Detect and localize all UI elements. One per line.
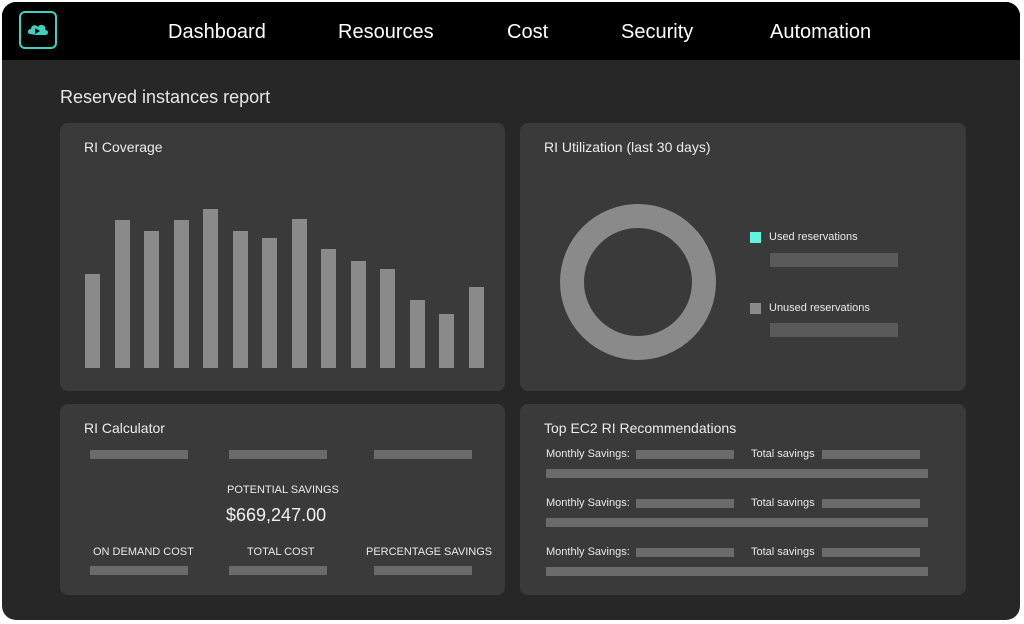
recommendations-title: Top EC2 RI Recommendations	[544, 420, 737, 436]
coverage-bar	[233, 231, 248, 368]
on-demand-cost-label: ON DEMAND COST	[93, 546, 194, 558]
ri-coverage-title: RI Coverage	[84, 139, 163, 155]
coverage-bar	[469, 287, 484, 368]
recommendation-detail-placeholder	[546, 567, 928, 576]
nav-security[interactable]: Security	[621, 21, 694, 43]
total-savings-placeholder	[822, 450, 920, 459]
potential-savings-value: $669,247.00	[226, 505, 327, 525]
legend-used-label: Used reservations	[769, 231, 858, 243]
percentage-savings-label: PERCENTAGE SAVINGS	[366, 546, 493, 558]
recommendation-detail-placeholder	[546, 518, 928, 527]
calc-input-placeholder	[90, 450, 188, 459]
coverage-bar	[144, 231, 159, 368]
unused-value-placeholder	[770, 323, 898, 337]
monthly-savings-label: Monthly Savings:	[546, 497, 630, 509]
legend-unused-swatch	[750, 303, 761, 314]
total-savings-placeholder	[822, 499, 920, 508]
percentage-savings-placeholder	[374, 566, 472, 575]
monthly-savings-label: Monthly Savings:	[546, 448, 630, 460]
total-cost-label: TOTAL COST	[247, 546, 315, 558]
coverage-bar	[321, 249, 336, 368]
page-title: Reserved instances report	[60, 87, 271, 107]
ri-utilization-card: RI Utilization (last 30 days) Used reser…	[520, 123, 966, 391]
coverage-bar	[380, 269, 395, 368]
total-cost-placeholder	[229, 566, 327, 575]
coverage-bar	[115, 220, 130, 368]
nav-automation[interactable]: Automation	[770, 21, 872, 43]
top-nav-bar: Dashboard Resources Cost Security Automa…	[2, 2, 1020, 60]
ri-calculator-card: RI Calculator POTENTIAL SAVINGS $669,247…	[60, 404, 505, 595]
total-savings-label: Total savings	[751, 546, 815, 558]
calc-input-placeholder	[229, 450, 327, 459]
legend-unused-label: Unused reservations	[769, 302, 870, 314]
on-demand-cost-placeholder	[90, 566, 188, 575]
nav-cost[interactable]: Cost	[507, 21, 549, 43]
potential-savings-label: POTENTIAL SAVINGS	[227, 484, 339, 496]
coverage-bar	[439, 314, 454, 368]
coverage-bar	[410, 300, 425, 368]
monthly-savings-placeholder	[636, 548, 734, 557]
app-logo[interactable]	[19, 11, 57, 49]
monthly-savings-placeholder	[636, 450, 734, 459]
donut-unused-segment	[560, 204, 716, 360]
coverage-bar	[292, 219, 307, 368]
utilization-donut-chart	[560, 204, 716, 360]
ec2-recommendations-card: Top EC2 RI Recommendations Monthly Savin…	[520, 404, 966, 595]
total-savings-label: Total savings	[751, 448, 815, 460]
coverage-bar	[203, 209, 218, 368]
total-savings-label: Total savings	[751, 497, 815, 509]
monthly-savings-placeholder	[636, 499, 734, 508]
recommendation-detail-placeholder	[546, 469, 928, 478]
monthly-savings-label: Monthly Savings:	[546, 546, 630, 558]
calc-input-placeholder	[374, 450, 472, 459]
ri-utilization-title: RI Utilization (last 30 days)	[544, 139, 711, 155]
used-value-placeholder	[770, 253, 898, 267]
cloud-logo-icon	[27, 24, 48, 35]
total-savings-placeholder	[822, 548, 920, 557]
coverage-bar	[85, 274, 100, 368]
nav-resources[interactable]: Resources	[338, 21, 434, 43]
coverage-bar	[174, 220, 189, 368]
coverage-bar	[262, 238, 277, 368]
legend-used-swatch	[750, 232, 761, 243]
ri-calculator-title: RI Calculator	[84, 420, 165, 436]
nav-dashboard[interactable]: Dashboard	[168, 21, 266, 43]
ri-coverage-card: RI Coverage	[60, 123, 505, 391]
coverage-bar	[351, 261, 366, 368]
